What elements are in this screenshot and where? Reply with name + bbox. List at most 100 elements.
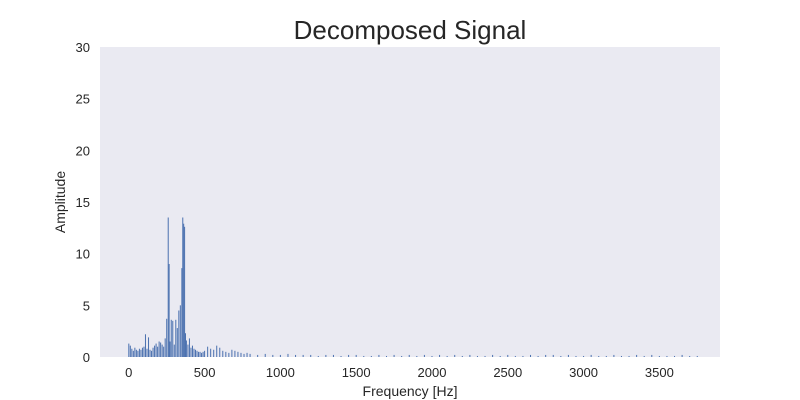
- bar: [167, 217, 169, 357]
- bar: [598, 355, 600, 357]
- bar: [370, 355, 372, 357]
- bar: [160, 342, 162, 357]
- bar: [484, 355, 486, 357]
- bar: [195, 349, 197, 357]
- bar: [552, 354, 554, 357]
- bar: [213, 349, 215, 357]
- bar: [216, 345, 218, 357]
- x-tick-label: 0: [125, 365, 132, 380]
- x-tick-label: 500: [194, 365, 216, 380]
- bar: [355, 354, 357, 357]
- x-tick-label: 3000: [569, 365, 598, 380]
- bar: [492, 354, 494, 357]
- bar: [620, 355, 622, 357]
- bar: [183, 223, 185, 357]
- bar: [184, 226, 186, 357]
- bar: [507, 354, 509, 357]
- y-tick-label: 20: [76, 143, 90, 158]
- bar: [175, 319, 177, 357]
- bar: [431, 355, 433, 357]
- bar: [204, 350, 206, 357]
- bar: [393, 354, 395, 357]
- y-tick-label: 15: [76, 195, 90, 210]
- bar: [439, 354, 441, 357]
- bar: [202, 351, 204, 357]
- bar: [185, 340, 187, 357]
- bar: [132, 350, 134, 357]
- bar: [279, 354, 281, 357]
- bar: [225, 351, 227, 357]
- bar: [651, 354, 653, 357]
- bar: [163, 346, 165, 357]
- bar: [190, 347, 192, 357]
- y-tick-labels: 0 5 10 15 20 25 30: [76, 40, 90, 365]
- plot-area: [100, 47, 720, 357]
- bar: [154, 345, 156, 357]
- bar: [191, 345, 193, 357]
- bar: [530, 354, 532, 357]
- bar: [178, 310, 180, 357]
- bar: [157, 346, 159, 357]
- bar: [164, 338, 166, 357]
- bar: [128, 343, 130, 357]
- bar: [310, 354, 312, 357]
- x-tick-label: 1000: [266, 365, 295, 380]
- bar: [170, 319, 172, 357]
- bar: [148, 337, 150, 357]
- bar: [187, 344, 189, 357]
- bar: [537, 355, 539, 357]
- bar: [135, 349, 137, 357]
- bar: [198, 351, 200, 357]
- bar: [152, 347, 154, 357]
- bar: [151, 350, 153, 357]
- bar: [199, 351, 201, 357]
- bar: [264, 353, 266, 357]
- bar: [179, 305, 181, 357]
- bar: [348, 354, 350, 357]
- bar: [454, 354, 456, 357]
- bar: [188, 338, 190, 357]
- bar: [146, 348, 148, 357]
- bar: [545, 354, 547, 357]
- x-tick-label: 1500: [342, 365, 371, 380]
- bar: [363, 355, 365, 357]
- bar: [408, 354, 410, 357]
- bar: [134, 347, 136, 357]
- bar: [169, 341, 171, 357]
- bar: [201, 352, 203, 357]
- bar: [143, 346, 145, 357]
- bar: [605, 355, 607, 357]
- bar: [461, 355, 463, 357]
- bar: [196, 350, 198, 357]
- bar: [674, 355, 676, 357]
- bar: [514, 355, 516, 357]
- bar: [181, 268, 183, 357]
- bar: [325, 354, 327, 357]
- bar: [689, 355, 691, 357]
- y-tick-label: 0: [83, 350, 90, 365]
- bar: [643, 355, 645, 357]
- bar: [378, 354, 380, 357]
- bar: [666, 355, 668, 357]
- bar: [184, 333, 186, 357]
- bar: [231, 349, 233, 357]
- bar: [138, 348, 140, 357]
- bar: [423, 354, 425, 357]
- bar: [272, 354, 274, 357]
- bar: [401, 355, 403, 357]
- bar: [287, 353, 289, 357]
- y-axis-label: Amplitude: [52, 171, 68, 233]
- bar: [499, 355, 501, 357]
- bar: [237, 351, 239, 357]
- bar: [567, 354, 569, 357]
- bar: [416, 355, 418, 357]
- bar: [681, 354, 683, 357]
- bar: [144, 334, 146, 357]
- bar: [173, 344, 175, 357]
- bar: [158, 341, 160, 357]
- bar: [476, 355, 478, 357]
- bar: [240, 352, 242, 357]
- bar: [522, 355, 524, 357]
- x-axis-label: Frequency [Hz]: [363, 383, 458, 399]
